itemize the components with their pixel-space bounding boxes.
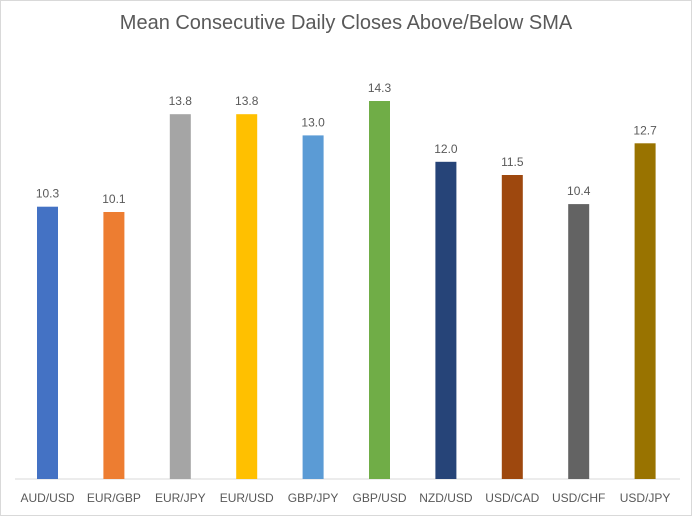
category-label-eur-gbp: EUR/GBP: [87, 491, 141, 505]
value-label-nzd-usd: 12.0: [434, 142, 458, 156]
category-label-eur-usd: EUR/USD: [220, 491, 274, 505]
bar-usd-chf: [568, 204, 590, 479]
bar-gbp-usd: [369, 101, 390, 479]
category-label-gbp-jpy: GBP/JPY: [288, 491, 339, 505]
chart-title: Mean Consecutive Daily Closes Above/Belo…: [119, 12, 573, 34]
bar-gbp-jpy: [302, 135, 324, 479]
value-label-usd-chf: 10.4: [567, 184, 591, 198]
category-label-aud-usd: AUD/USD: [20, 491, 74, 505]
bar-eur-jpy: [169, 114, 191, 479]
category-label-usd-chf: USD/CHF: [552, 491, 605, 505]
value-label-gbp-jpy: 13.0: [301, 115, 325, 129]
bar-eur-usd: [236, 114, 258, 479]
category-label-nzd-usd: NZD/USD: [419, 491, 473, 505]
bar-eur-gbp: [103, 212, 125, 479]
bar-aud-usd: [37, 206, 58, 479]
bar-nzd-usd: [435, 161, 457, 480]
category-label-usd-cad: USD/CAD: [485, 491, 539, 505]
category-label-gbp-usd: GBP/USD: [352, 491, 406, 505]
value-label-usd-cad: 11.5: [501, 155, 524, 169]
value-label-eur-jpy: 13.8: [169, 94, 193, 108]
value-label-eur-usd: 13.8: [235, 94, 259, 108]
category-label-usd-jpy: USD/JPY: [620, 491, 671, 505]
bar-usd-cad: [501, 175, 523, 479]
bar-usd-jpy: [634, 143, 656, 480]
category-label-eur-jpy: EUR/JPY: [155, 491, 206, 505]
value-label-gbp-usd: 14.3: [368, 81, 392, 95]
value-label-eur-gbp: 10.1: [102, 192, 126, 206]
value-label-aud-usd: 10.3: [36, 187, 60, 201]
value-label-usd-jpy: 12.7: [633, 123, 657, 137]
